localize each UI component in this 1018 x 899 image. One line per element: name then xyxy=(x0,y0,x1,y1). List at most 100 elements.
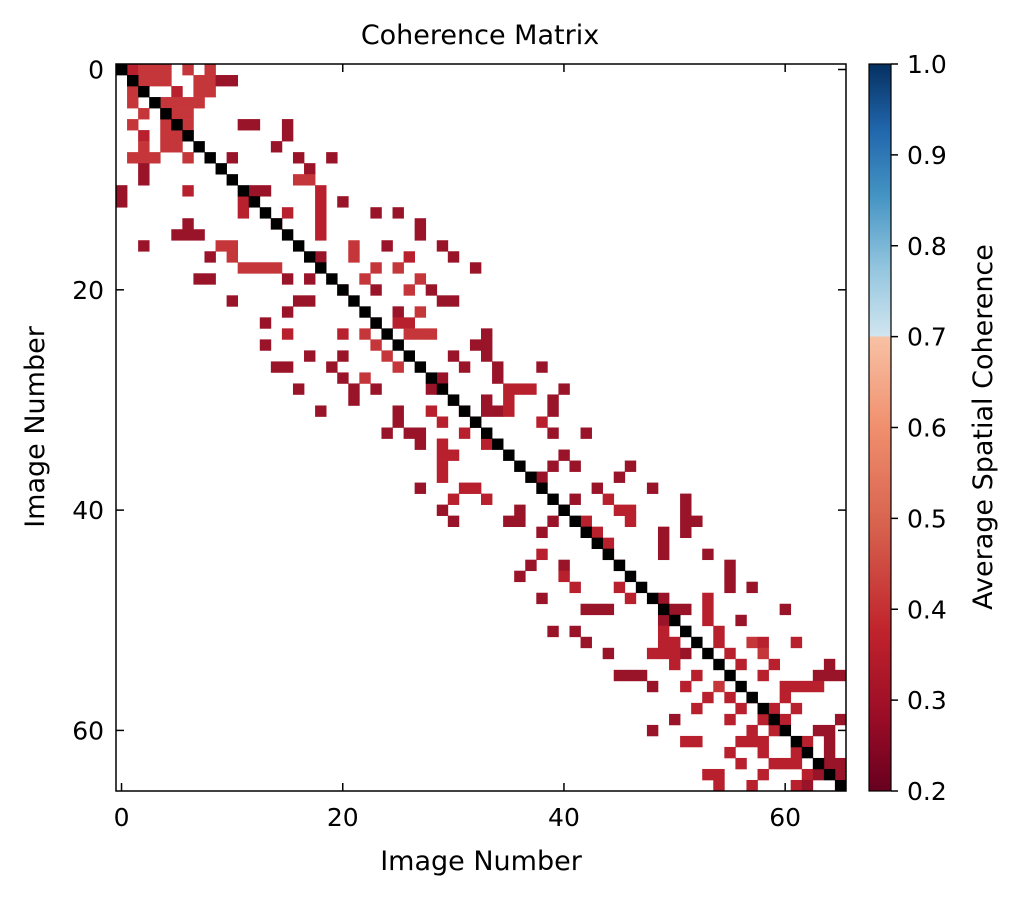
heatmap-cell xyxy=(779,691,792,704)
heatmap-cell xyxy=(580,427,592,439)
heatmap-cell xyxy=(481,339,493,351)
heatmap-cell xyxy=(646,680,659,693)
heatmap-cell xyxy=(138,130,150,142)
diagonal-cell xyxy=(215,163,227,175)
heatmap-cell xyxy=(691,515,703,527)
diagonal-cell xyxy=(536,482,548,494)
diagonal-cell xyxy=(370,317,382,329)
heatmap-cell xyxy=(669,713,681,726)
heatmap-cell xyxy=(624,669,637,682)
colorbar-tick-label: 0.3 xyxy=(907,686,947,715)
heatmap-cell xyxy=(259,262,272,274)
heatmap-cell xyxy=(127,86,139,98)
heatmap-cell xyxy=(259,185,272,197)
heatmap-cell xyxy=(768,757,780,770)
heatmap-cell xyxy=(812,680,825,693)
heatmap-cell xyxy=(569,460,581,472)
heatmap-cell xyxy=(768,724,780,737)
heatmap-cell xyxy=(204,251,216,263)
heatmap-cell xyxy=(304,350,316,362)
heatmap-cell xyxy=(790,680,803,693)
heatmap-cell xyxy=(558,383,570,395)
heatmap-cell xyxy=(790,757,803,770)
heatmap-cell xyxy=(182,97,194,109)
x-axis-label: Image Number xyxy=(380,846,583,877)
diagonal-cell xyxy=(691,636,703,649)
heatmap-cell xyxy=(669,636,681,649)
colorbar-tick-label: 0.4 xyxy=(907,595,947,624)
heatmap-cell xyxy=(447,449,460,461)
heatmap-cell xyxy=(281,207,294,219)
heatmap-cell xyxy=(138,75,150,87)
heatmap-cell xyxy=(138,108,150,120)
x-axis-ticks: 0 20 40 60 xyxy=(114,64,801,832)
heatmap-cell xyxy=(713,768,725,781)
heatmap-cell xyxy=(657,537,670,550)
heatmap-cell xyxy=(403,328,415,340)
heatmap-cell xyxy=(370,339,382,351)
diagonal-cell xyxy=(746,691,758,704)
x-tick-label: 20 xyxy=(327,803,359,832)
heatmap-cell xyxy=(536,361,548,373)
heatmap-cell xyxy=(392,207,404,219)
heatmap-cell xyxy=(613,471,626,483)
heatmap-cell xyxy=(138,240,150,252)
heatmap-cell xyxy=(204,75,216,87)
colorbar-tick-label: 0.5 xyxy=(907,504,947,533)
colorbar xyxy=(868,63,892,792)
colorbar-tick-label: 0.2 xyxy=(907,777,947,806)
diagonal-cell xyxy=(547,493,559,505)
heatmap-cell xyxy=(713,680,725,693)
heatmap-cell xyxy=(536,416,548,428)
diagonal-cell xyxy=(469,416,482,428)
heatmap-cell xyxy=(182,64,194,76)
heatmap-cell xyxy=(669,647,681,660)
heatmap-cell xyxy=(481,405,493,417)
heatmap-cell xyxy=(481,394,493,406)
heatmap-cell xyxy=(724,746,736,759)
heatmap-cell xyxy=(149,75,161,87)
heatmap-cell xyxy=(768,702,780,715)
heatmap-cell xyxy=(547,427,559,439)
heatmap-cell xyxy=(237,196,250,208)
heatmap-cell xyxy=(160,97,172,109)
heatmap-cell xyxy=(801,768,814,781)
heatmap-cell xyxy=(248,119,261,131)
heatmap-cell xyxy=(392,405,404,417)
diagonal-cell xyxy=(525,471,537,483)
heatmap-cell xyxy=(436,416,449,428)
heatmap-cell xyxy=(138,152,150,164)
heatmap-cell xyxy=(436,504,449,516)
heatmap-cell xyxy=(481,438,493,450)
heatmap-cell xyxy=(547,460,559,472)
heatmap-cell xyxy=(779,680,792,693)
heatmap-cell xyxy=(514,570,526,583)
colorbar-tick-label: 0.9 xyxy=(907,141,947,170)
heatmap-cell xyxy=(569,493,581,505)
heatmap-cell xyxy=(680,504,692,516)
heatmap-cell xyxy=(757,636,769,649)
heatmap-cell xyxy=(315,218,327,230)
heatmap-cell xyxy=(226,295,239,307)
heatmap-cell xyxy=(403,251,415,263)
heatmap-cell xyxy=(226,251,239,263)
diagonal-cell xyxy=(757,702,769,715)
diagonal-cell xyxy=(237,185,250,197)
heatmap-cell xyxy=(536,471,548,483)
heatmap-cell xyxy=(691,735,703,748)
heatmap-cell xyxy=(823,757,836,770)
heatmap-cell xyxy=(281,273,294,285)
heatmap-cell xyxy=(657,592,670,605)
heatmap-cell xyxy=(757,669,769,682)
heatmap-cell xyxy=(823,658,836,671)
heatmap-cell xyxy=(481,493,493,505)
heatmap-cell xyxy=(270,361,283,373)
heatmap-cell xyxy=(790,779,803,792)
heatmap-cell xyxy=(281,306,294,318)
diagonal-cell xyxy=(514,460,526,472)
colorbar-label: Average Spatial Coherence xyxy=(968,244,999,610)
heatmap-cell xyxy=(713,636,725,649)
heatmap-cell xyxy=(657,614,670,627)
heatmap-cell xyxy=(171,130,183,142)
